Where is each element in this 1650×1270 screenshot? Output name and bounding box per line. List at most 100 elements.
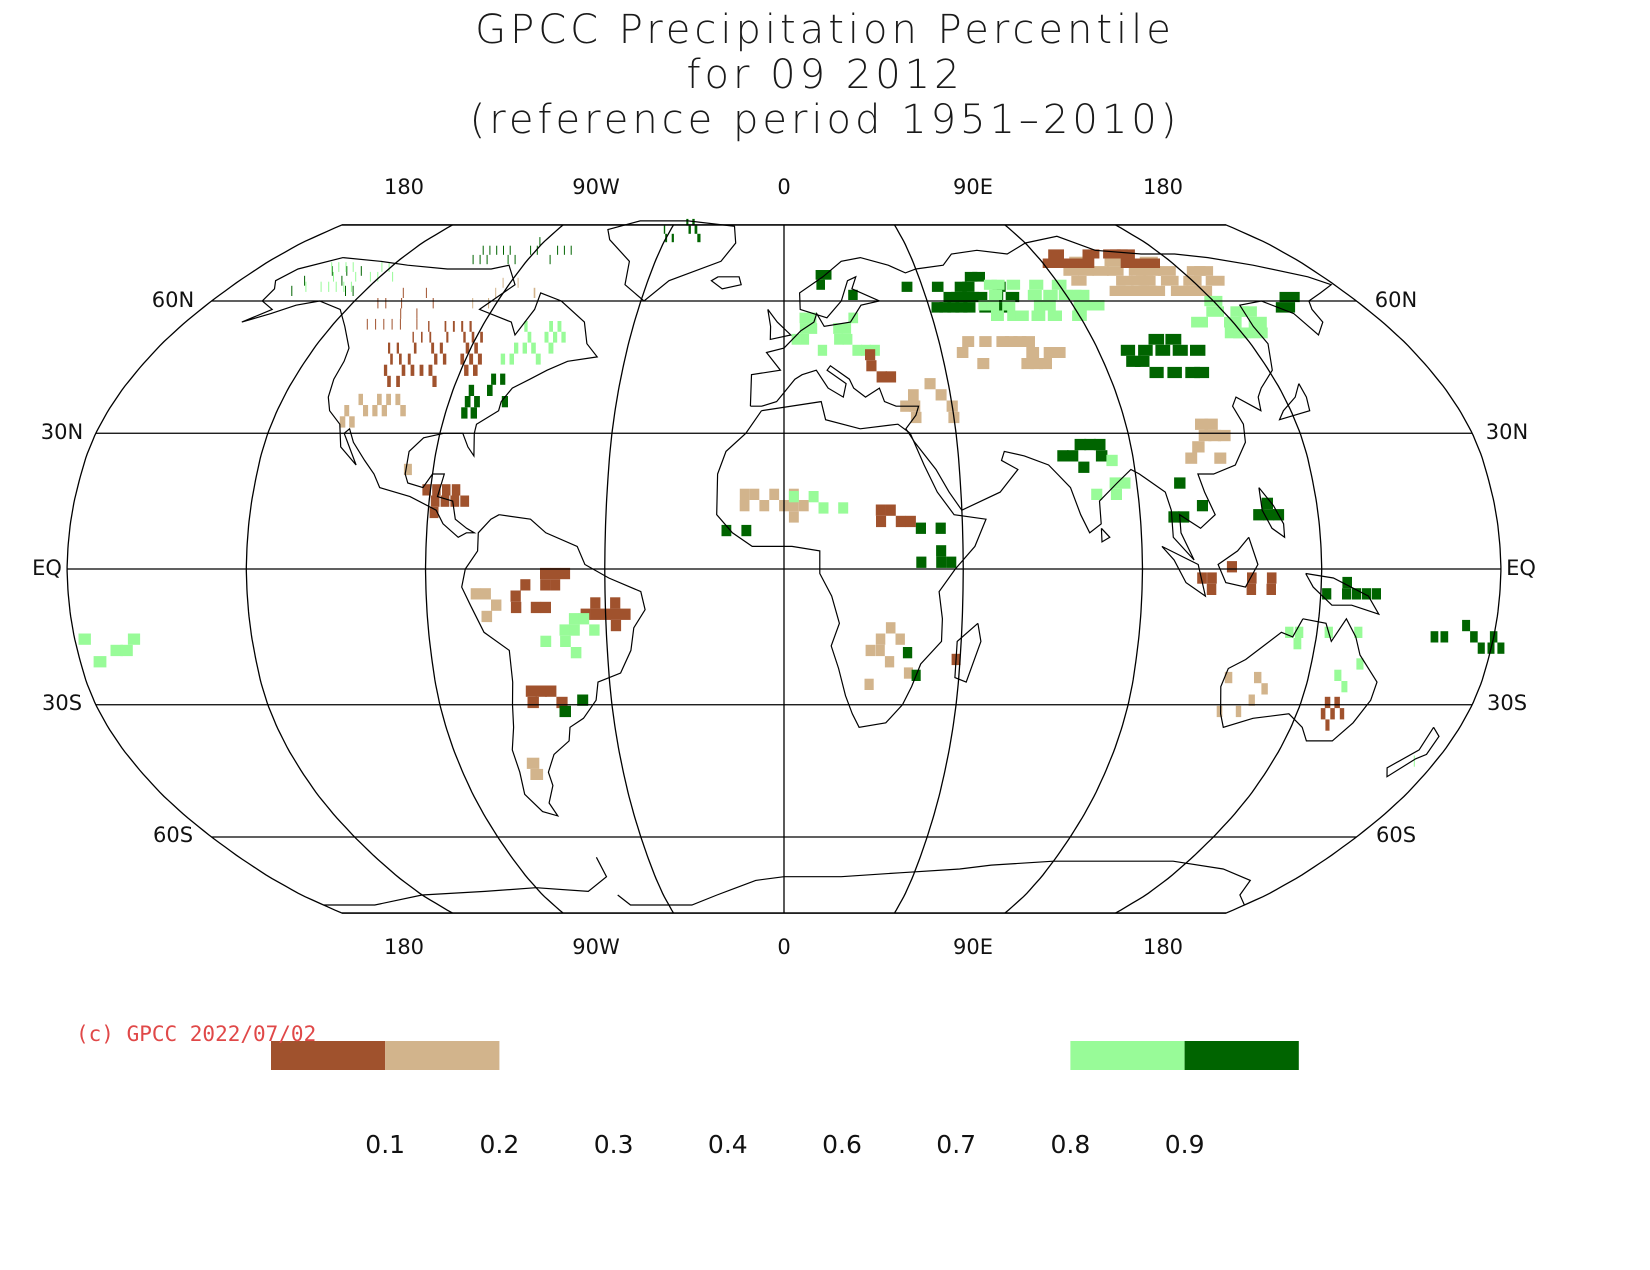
percentile-cell-very_dry [540,579,551,591]
percentile-cell-dry [1043,347,1057,358]
percentile-cell-wet [842,333,853,345]
percentile-cell-very_dry [399,353,402,365]
percentile-cell-very_dry [429,331,432,343]
percentile-cell-wet [93,656,107,668]
meridian [245,224,453,914]
percentile-cell-very_dry [401,298,403,309]
percentile-cell-very_dry [469,321,472,332]
percentile-cell-very_wet [1185,366,1200,379]
percentile-cell-very_wet [1167,366,1182,379]
longitude-label: 90E [953,175,993,199]
coastline [767,309,793,341]
percentile-cell-very_wet [1149,366,1164,379]
percentile-cell-wet [1073,300,1089,311]
percentile-cell-wet [1119,477,1131,489]
percentile-cell-very_dry [1247,572,1257,584]
percentile-cell-very_wet [1093,438,1106,451]
percentile-cell-very_wet [1168,511,1180,523]
percentile-cell-very_wet [1067,450,1079,462]
percentile-cell-wet [120,644,133,657]
percentile-cell-wet [557,321,562,332]
percentile-cell-dry [339,416,346,428]
percentile-cell-dry [910,411,922,424]
percentile-cell-very_wet [536,245,538,255]
percentile-cell-very_wet [530,245,532,255]
percentile-cell-very_dry [527,696,539,709]
latitude-label: 30N [41,420,83,444]
percentile-cell-very_dry [461,321,464,332]
percentile-cell-very_wet [663,225,666,234]
meridian [604,224,675,914]
percentile-cell-very_dry [440,495,450,507]
percentile-cell-very_wet [1497,642,1505,654]
meridian [1004,224,1144,914]
percentile-cell-wet [561,331,566,343]
percentile-cell-very_dry [1116,249,1135,259]
percentile-cell-dry [1198,429,1212,442]
chart-title: GPCC Precipitation Percentile for 09 201… [0,8,1650,143]
percentile-cell-dry [491,599,502,611]
percentile-cell-dry [1030,358,1043,370]
coastline [241,257,599,539]
percentile-cell-dry [903,667,913,679]
percentile-cell-dry [1143,266,1161,276]
percentile-cell-wet [983,279,997,290]
percentile-cell-dry [1160,275,1179,286]
percentile-cell-wet [1002,300,1016,311]
percentile-cell-very_wet [936,545,947,557]
percentile-cell-very_wet [1342,588,1352,600]
percentile-cell-very_wet [939,302,952,313]
percentile-cell-wet [320,281,322,292]
percentile-cell-very_dry [442,484,451,496]
percentile-cell-very_dry [1320,708,1326,720]
percentile-cell-dry [749,488,760,500]
percentile-cell-wet [1334,669,1342,681]
percentile-cell-very_wet [964,271,978,282]
percentile-cell-very_wet [1361,588,1372,600]
percentile-cell-very_wet [1261,497,1273,509]
percentile-cell-wet [1238,306,1257,317]
percentile-cell-very_dry [396,342,399,354]
percentile-cell-wet [1033,300,1048,311]
coastline [1305,572,1381,616]
percentile-cell-dry [395,393,401,406]
percentile-cell-very_dry [1246,583,1257,595]
percentile-cell-dry [372,405,378,417]
percentile-cell-wet [345,262,347,272]
percentile-cell-wet [531,342,536,354]
percentile-cell-very_wet [489,245,491,255]
percentile-cell-dry [344,405,350,417]
percentile-cell-very_dry [895,515,906,528]
percentile-cell-dry [1208,429,1222,442]
percentile-cell-dry [1013,336,1027,347]
longitude-label: 0 [777,175,790,199]
percentile-cell-wet [381,262,383,272]
percentile-cell-very_dry [550,567,561,580]
percentile-cell-wet [1091,488,1103,500]
percentile-cell-dry [1071,275,1087,286]
percentile-cell-very_wet [916,556,927,568]
percentile-cell-wet [1110,488,1122,500]
percentile-cell-very_wet [507,254,509,265]
percentile-cell-wet [1029,279,1044,290]
percentile-cell-very_dry [401,364,406,376]
percentile-cell-dry [358,393,363,406]
percentile-cell-wet [570,647,582,659]
percentile-cell-dry [1254,671,1262,684]
percentile-cell-very_dry [431,342,435,354]
percentile-cell-very_wet [539,237,541,246]
percentile-cell-very_dry [416,318,418,330]
percentile-cell-wet [110,644,123,657]
percentile-cell-wet [540,635,552,647]
percentile-cell-very_dry [1334,696,1340,709]
percentile-cell-wet [548,342,554,354]
percentile-cell-very_dry [885,504,896,516]
latitude-label: 30S [42,691,82,715]
percentile-cell-very_wet [1005,291,1020,303]
percentile-cell-very_dry [610,619,622,632]
percentile-cell-very_wet [1263,509,1275,521]
percentile-cell-very_dry [432,298,434,309]
percentile-cell-very_wet [995,302,1009,313]
percentile-cell-wet [509,353,514,365]
percentile-cell-wet [817,344,828,356]
